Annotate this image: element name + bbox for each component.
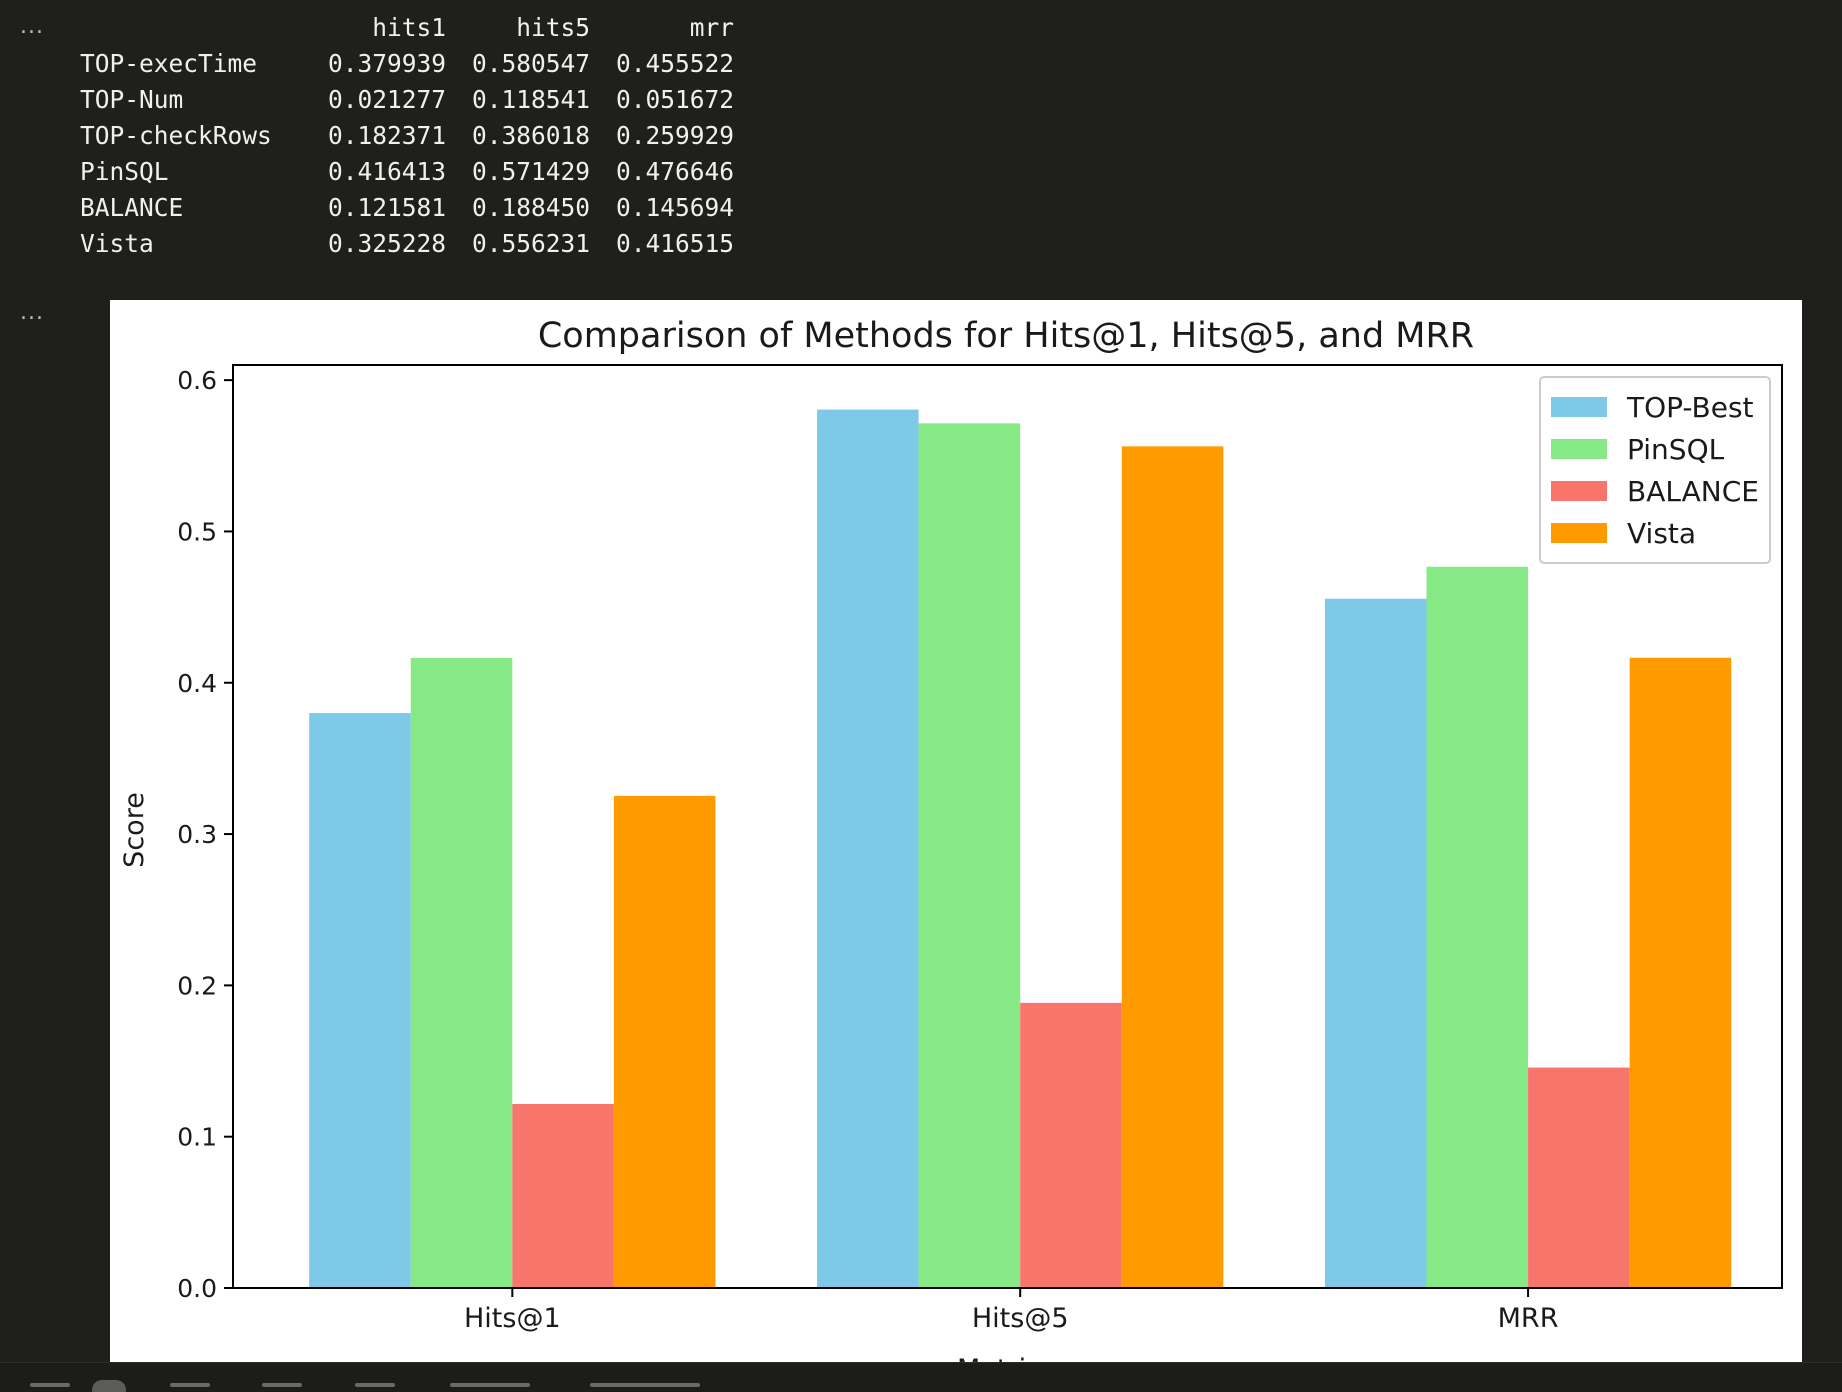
y-axis-label: Score — [119, 792, 150, 868]
plot-frame — [232, 364, 1783, 1289]
bar-pinsql-hits5 — [918, 423, 1021, 1288]
dataframe-column-header: hits5 — [516, 13, 590, 42]
dataframe-row-index: TOP-checkRows — [80, 121, 272, 150]
dataframe-cell: 0.416413 — [327, 157, 446, 186]
legend: TOP-Best PinSQL BALANCE Vista — [1539, 376, 1771, 564]
legend-swatch-top-best — [1551, 397, 1607, 417]
dataframe-cell: 0.259929 — [615, 121, 734, 150]
bar-chart: Comparison of Methods for Hits@1, Hits@5… — [119, 316, 1783, 1362]
dataframe-cell: 0.556231 — [471, 229, 590, 258]
dataframe-cell: 0.386018 — [471, 121, 590, 150]
dataframe-cell: 0.571429 — [471, 157, 590, 186]
y-tick-label: 0.6 — [177, 366, 217, 395]
dataframe-row: TOP-Num 0.021277 0.118541 0.051672 — [80, 82, 734, 118]
x-axis-label: Metrics — [957, 1354, 1055, 1362]
bar-balance-hits5 — [1020, 1002, 1122, 1288]
axes-layer: 0.0 0.1 0.2 0.3 0.4 0.5 0.6 Hits@1 Hits@5 MRR — [177, 366, 1558, 1334]
dataframe-row-index: TOP-execTime — [80, 49, 258, 78]
dataframe-cell: 0.379939 — [327, 49, 446, 78]
status-bar-item[interactable] — [170, 1383, 210, 1387]
bar-top-best-hits1 — [309, 713, 411, 1288]
bar-vista-mrr — [1629, 657, 1732, 1288]
dataframe-cell: 0.145694 — [615, 193, 734, 222]
x-tick-label: Hits@1 — [464, 1303, 561, 1334]
dataframe-cell: 0.325228 — [327, 229, 446, 258]
legend-label-vista: Vista — [1627, 517, 1696, 550]
dataframe-cell: 0.188450 — [471, 193, 590, 222]
dataframe-row: PinSQL 0.416413 0.571429 0.476646 — [80, 154, 734, 190]
dataframe-header-row: hits1 hits5 mrr — [80, 10, 734, 46]
chart-output: Comparison of Methods for Hits@1, Hits@5… — [110, 300, 1802, 1362]
dataframe-row: TOP-execTime 0.379939 0.580547 0.455522 — [80, 46, 734, 82]
y-tick-label: 0.3 — [177, 820, 217, 849]
dataframe-row: TOP-checkRows 0.182371 0.386018 0.259929 — [80, 118, 734, 154]
dataframe-row-index: Vista — [80, 229, 154, 258]
dataframe-row-index: BALANCE — [80, 193, 184, 222]
dataframe-cell: 0.455522 — [615, 49, 734, 78]
x-tick-label: Hits@5 — [972, 1303, 1069, 1334]
bar-top-best-mrr — [1324, 598, 1427, 1288]
dataframe-row-index: TOP-Num — [80, 85, 184, 114]
bar-vista-hits5 — [1121, 446, 1224, 1288]
y-tick-label: 0.4 — [177, 669, 217, 698]
y-tick-label: 0.0 — [177, 1274, 217, 1303]
legend-label-balance: BALANCE — [1627, 475, 1759, 508]
cell-output-gutter[interactable]: ... — [20, 300, 44, 325]
dataframe-row: Vista 0.325228 0.556231 0.416515 — [80, 226, 734, 262]
x-tick-label: MRR — [1498, 1303, 1559, 1334]
bar-top-best-hits5 — [817, 409, 919, 1288]
legend-label-top-best: TOP-Best — [1626, 391, 1754, 424]
legend-swatch-vista — [1551, 523, 1607, 543]
chart-title: Comparison of Methods for Hits@1, Hits@5… — [538, 316, 1474, 356]
cell-output-gutter[interactable]: ... — [20, 14, 44, 39]
dataframe-column-header: hits1 — [372, 13, 446, 42]
status-bar — [0, 1362, 1842, 1392]
dataframe-output: hits1 hits5 mrr TOP-execTime 0.379939 0.… — [80, 10, 734, 262]
legend-swatch-balance — [1551, 481, 1607, 501]
dataframe-cell: 0.476646 — [615, 157, 734, 186]
status-bar-item[interactable] — [262, 1383, 302, 1387]
bar-balance-mrr — [1528, 1067, 1630, 1288]
legend-box — [1539, 376, 1771, 564]
dataframe-cell: 0.051672 — [615, 85, 734, 114]
bars-layer — [309, 409, 1732, 1288]
legend-swatch-pinsql — [1551, 439, 1607, 459]
dataframe-cell: 0.021277 — [327, 85, 446, 114]
dataframe-index-header — [80, 10, 302, 46]
dataframe-cell: 0.118541 — [471, 85, 590, 114]
dataframe-column-header: mrr — [689, 13, 734, 42]
bar-vista-hits1 — [613, 795, 716, 1288]
status-bar-badge[interactable] — [92, 1380, 126, 1392]
y-tick-label: 0.1 — [177, 1123, 217, 1152]
dataframe-row-index: PinSQL — [80, 157, 169, 186]
status-bar-item[interactable] — [30, 1383, 70, 1387]
y-tick-label: 0.5 — [177, 517, 217, 546]
dataframe-cell: 0.580547 — [471, 49, 590, 78]
bar-balance-hits1 — [512, 1104, 614, 1288]
status-bar-item[interactable] — [450, 1383, 530, 1387]
y-tick-label: 0.2 — [177, 971, 217, 1000]
status-bar-item[interactable] — [590, 1383, 700, 1387]
status-bar-item[interactable] — [355, 1383, 395, 1387]
dataframe-cell: 0.121581 — [327, 193, 446, 222]
dataframe-cell: 0.416515 — [615, 229, 734, 258]
bar-pinsql-hits1 — [410, 657, 513, 1288]
legend-label-pinsql: PinSQL — [1627, 433, 1725, 466]
dataframe-cell: 0.182371 — [327, 121, 446, 150]
dataframe-row: BALANCE 0.121581 0.188450 0.145694 — [80, 190, 734, 226]
bar-pinsql-mrr — [1426, 566, 1529, 1288]
